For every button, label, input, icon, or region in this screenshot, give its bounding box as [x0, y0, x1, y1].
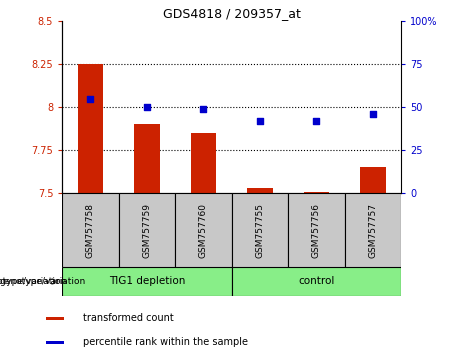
Bar — [175, 193, 231, 267]
Text: GSM757760: GSM757760 — [199, 202, 208, 258]
Point — [87, 96, 94, 101]
Bar — [304, 192, 329, 193]
Text: transformed count: transformed count — [83, 313, 173, 323]
Text: GSM757759: GSM757759 — [142, 202, 152, 258]
Bar — [134, 124, 160, 193]
Bar — [78, 64, 103, 193]
Text: GSM757758: GSM757758 — [86, 202, 95, 258]
Text: genotype/variation: genotype/variation — [0, 277, 67, 286]
Bar — [62, 267, 231, 296]
Point — [143, 104, 151, 110]
Bar — [118, 193, 175, 267]
Point — [256, 118, 264, 124]
Text: genotype/variation: genotype/variation — [0, 277, 86, 286]
Point — [313, 118, 320, 124]
Text: TIG1 depletion: TIG1 depletion — [109, 276, 185, 286]
Point — [369, 111, 377, 117]
Bar — [47, 341, 64, 344]
Bar — [344, 193, 401, 267]
Bar — [360, 167, 385, 193]
Bar — [247, 188, 272, 193]
Title: GDS4818 / 209357_at: GDS4818 / 209357_at — [163, 7, 301, 20]
Point — [200, 106, 207, 112]
Text: GSM757755: GSM757755 — [255, 202, 265, 258]
Bar — [231, 267, 401, 296]
Bar — [231, 193, 288, 267]
Bar — [47, 317, 64, 320]
Bar — [62, 193, 118, 267]
Text: GSM757756: GSM757756 — [312, 202, 321, 258]
Text: GSM757757: GSM757757 — [368, 202, 378, 258]
Text: percentile rank within the sample: percentile rank within the sample — [83, 337, 248, 348]
Bar — [191, 133, 216, 193]
Text: control: control — [298, 276, 335, 286]
Bar — [288, 193, 344, 267]
